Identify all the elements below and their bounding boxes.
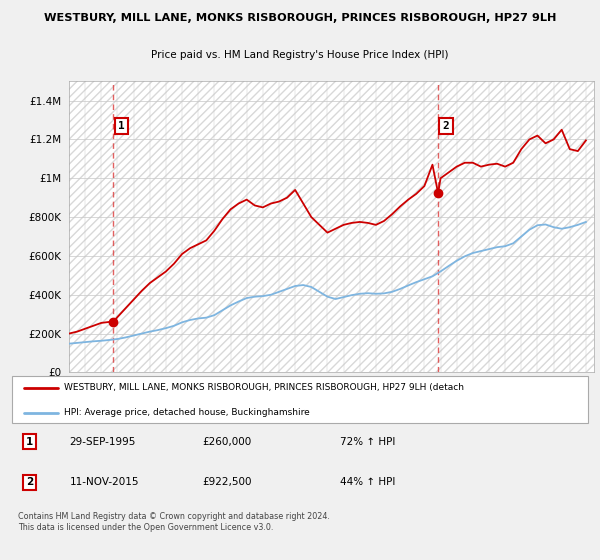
Text: 11-NOV-2015: 11-NOV-2015: [70, 478, 139, 487]
Text: 1: 1: [26, 437, 33, 447]
Text: 1: 1: [118, 121, 125, 131]
Text: 2: 2: [443, 121, 449, 131]
FancyBboxPatch shape: [12, 376, 588, 423]
Text: Price paid vs. HM Land Registry's House Price Index (HPI): Price paid vs. HM Land Registry's House …: [151, 50, 449, 60]
Text: £260,000: £260,000: [202, 437, 251, 447]
Text: WESTBURY, MILL LANE, MONKS RISBOROUGH, PRINCES RISBOROUGH, HP27 9LH (detach: WESTBURY, MILL LANE, MONKS RISBOROUGH, P…: [64, 384, 464, 393]
Text: 72% ↑ HPI: 72% ↑ HPI: [340, 437, 395, 447]
Text: WESTBURY, MILL LANE, MONKS RISBOROUGH, PRINCES RISBOROUGH, HP27 9LH: WESTBURY, MILL LANE, MONKS RISBOROUGH, P…: [44, 13, 556, 24]
Text: 44% ↑ HPI: 44% ↑ HPI: [340, 478, 395, 487]
Text: Contains HM Land Registry data © Crown copyright and database right 2024.
This d: Contains HM Land Registry data © Crown c…: [18, 512, 329, 531]
Text: 2: 2: [26, 478, 33, 487]
Text: £922,500: £922,500: [202, 478, 251, 487]
Text: 29-SEP-1995: 29-SEP-1995: [70, 437, 136, 447]
Text: HPI: Average price, detached house, Buckinghamshire: HPI: Average price, detached house, Buck…: [64, 408, 310, 417]
